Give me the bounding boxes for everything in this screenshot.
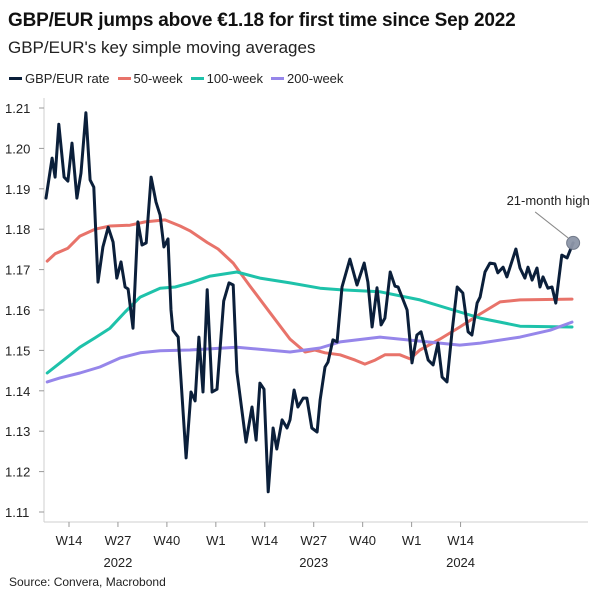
legend-swatch-200-week: [271, 77, 285, 80]
y-tick-label: 1.11: [5, 505, 29, 520]
series-line-50-week: [45, 218, 574, 366]
legend-item-gbp-eur-rate[interactable]: GBP/EUR rate: [9, 71, 110, 86]
y-tick-label: 1.19: [5, 182, 30, 197]
y-tick-label: 1.12: [5, 465, 30, 480]
x-year-label: 2024: [446, 555, 475, 570]
annotation-leader-line: [534, 211, 569, 239]
legend-label-200-week: 200-week: [287, 71, 344, 86]
chart-subtitle: GBP/EUR's key simple moving averages: [8, 38, 316, 57]
annotation-marker: [566, 235, 581, 250]
series-line-200-week: [45, 320, 574, 384]
y-tick-label: 1.16: [5, 303, 30, 318]
annotation-label: 21-month high: [507, 193, 590, 208]
legend-item-200-week[interactable]: 200-week: [271, 71, 343, 86]
series-line-gbp-eur-rate: [44, 111, 575, 494]
y-tick-label: 1.13: [5, 424, 30, 439]
legend-swatch-100-week: [190, 77, 204, 80]
y-ticks: 1.21 1.20 1.19 1.18 1.17 1.16 1.15 1.14 1.13 1.12…: [5, 101, 44, 520]
x-tick-label: W14: [56, 533, 83, 548]
legend-label-100-week: 100-week: [206, 71, 264, 86]
x-tick-label: W27: [105, 533, 132, 548]
x-tick-label: W40: [154, 533, 181, 548]
chart-title: GBP/EUR jumps above €1.18 for first time…: [8, 10, 516, 31]
x-year-label: 2022: [103, 555, 132, 570]
y-tick-label: 1.14: [5, 384, 30, 399]
legend-item-50-week[interactable]: 50-week: [117, 71, 183, 86]
x-tick-label: W14: [447, 533, 474, 548]
y-tick-label: 1.20: [5, 141, 30, 156]
legend-swatch-50-week: [117, 77, 131, 80]
legend: GBP/EUR rate 50-week 100-week 200-week: [9, 71, 351, 86]
source-note: Source: Convera, Macrobond: [9, 575, 166, 589]
y-tick-label: 1.15: [5, 343, 30, 358]
legend-label-50-week: 50-week: [133, 71, 183, 86]
annotations: 21-month high: [507, 193, 590, 250]
y-tick-label: 1.17: [5, 263, 30, 278]
legend-swatch-gbp-eur-rate: [9, 77, 22, 80]
x-tick-label: W1: [206, 533, 226, 548]
series-lines: [44, 111, 575, 494]
x-tick-label: W1: [402, 533, 422, 548]
x-tick-label: W14: [251, 533, 278, 548]
y-tick-label: 1.18: [5, 222, 30, 237]
x-year-label: 2023: [299, 555, 328, 570]
legend-label-gbp-eur-rate: GBP/EUR rate: [25, 71, 110, 86]
y-tick-label: 1.21: [5, 101, 30, 116]
x-ticks: W14 W27 2022 W40 W1 W14 W27 2023 W40 W1 W14 2024: [56, 522, 475, 570]
x-tick-label: W40: [349, 533, 376, 548]
legend-item-100-week[interactable]: 100-week: [190, 71, 264, 86]
x-tick-label: W27: [300, 533, 327, 548]
